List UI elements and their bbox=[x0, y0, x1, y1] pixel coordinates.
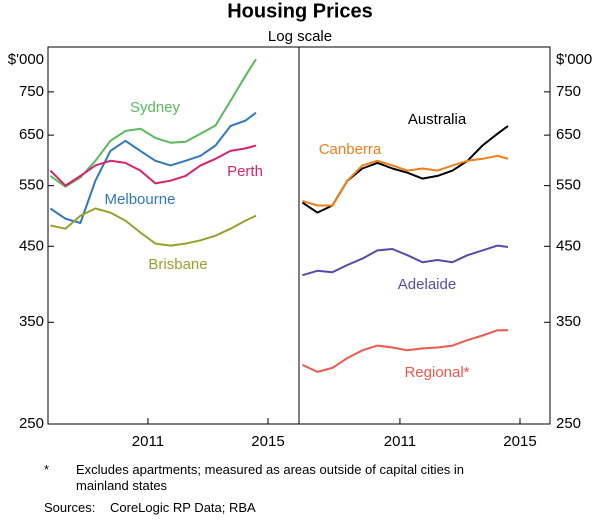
sources-text: CoreLogic RP Data; RBA bbox=[110, 500, 256, 515]
series-label: Sydney bbox=[130, 99, 181, 116]
series-line bbox=[302, 154, 509, 207]
x-tick-label: 2015 bbox=[251, 433, 284, 450]
chart-title: Housing Prices bbox=[227, 0, 373, 22]
series-line bbox=[49, 111, 257, 224]
series-line bbox=[49, 144, 257, 187]
series-line bbox=[50, 207, 257, 247]
series-label: Brisbane bbox=[148, 256, 207, 273]
footnote-marker: * bbox=[44, 462, 50, 477]
series-line bbox=[302, 244, 509, 277]
y-axis-label: $'000 bbox=[556, 51, 592, 68]
y-axis-label: $'000 bbox=[8, 51, 44, 68]
y-tick-label: 550 bbox=[19, 177, 44, 194]
sources-label: Sources: bbox=[44, 500, 96, 515]
y-tick-label: 350 bbox=[556, 313, 581, 330]
series-label: Regional* bbox=[404, 364, 469, 381]
series-line bbox=[49, 58, 257, 188]
x-tick-label: 2011 bbox=[384, 433, 416, 450]
series-label: Australia bbox=[408, 111, 467, 128]
y-tick-label: 250 bbox=[556, 415, 581, 432]
y-tick-label: 650 bbox=[19, 126, 44, 143]
y-tick-label: 450 bbox=[556, 237, 581, 254]
x-tick-label: 2011 bbox=[132, 433, 164, 450]
series-label: Perth bbox=[227, 163, 263, 180]
y-tick-label: 650 bbox=[556, 126, 581, 143]
y-tick-label: 450 bbox=[19, 237, 44, 254]
y-tick-label: 750 bbox=[19, 83, 44, 100]
y-tick-label: 750 bbox=[556, 83, 581, 100]
series-label: Canberra bbox=[319, 141, 382, 158]
chart: Housing Prices Log scale $'000 $'000 250… bbox=[8, 0, 592, 450]
y-tick-label: 550 bbox=[556, 177, 581, 194]
footnote-text: Excludes apartments; measured as areas o… bbox=[76, 462, 465, 493]
chart-subtitle: Log scale bbox=[268, 28, 332, 45]
series-line bbox=[301, 329, 508, 373]
x-tick-label: 2015 bbox=[503, 433, 536, 450]
y-tick-label: 350 bbox=[19, 313, 44, 330]
series-label: Adelaide bbox=[398, 276, 456, 293]
series-label: Melbourne bbox=[105, 191, 176, 208]
y-tick-label: 250 bbox=[19, 415, 44, 432]
